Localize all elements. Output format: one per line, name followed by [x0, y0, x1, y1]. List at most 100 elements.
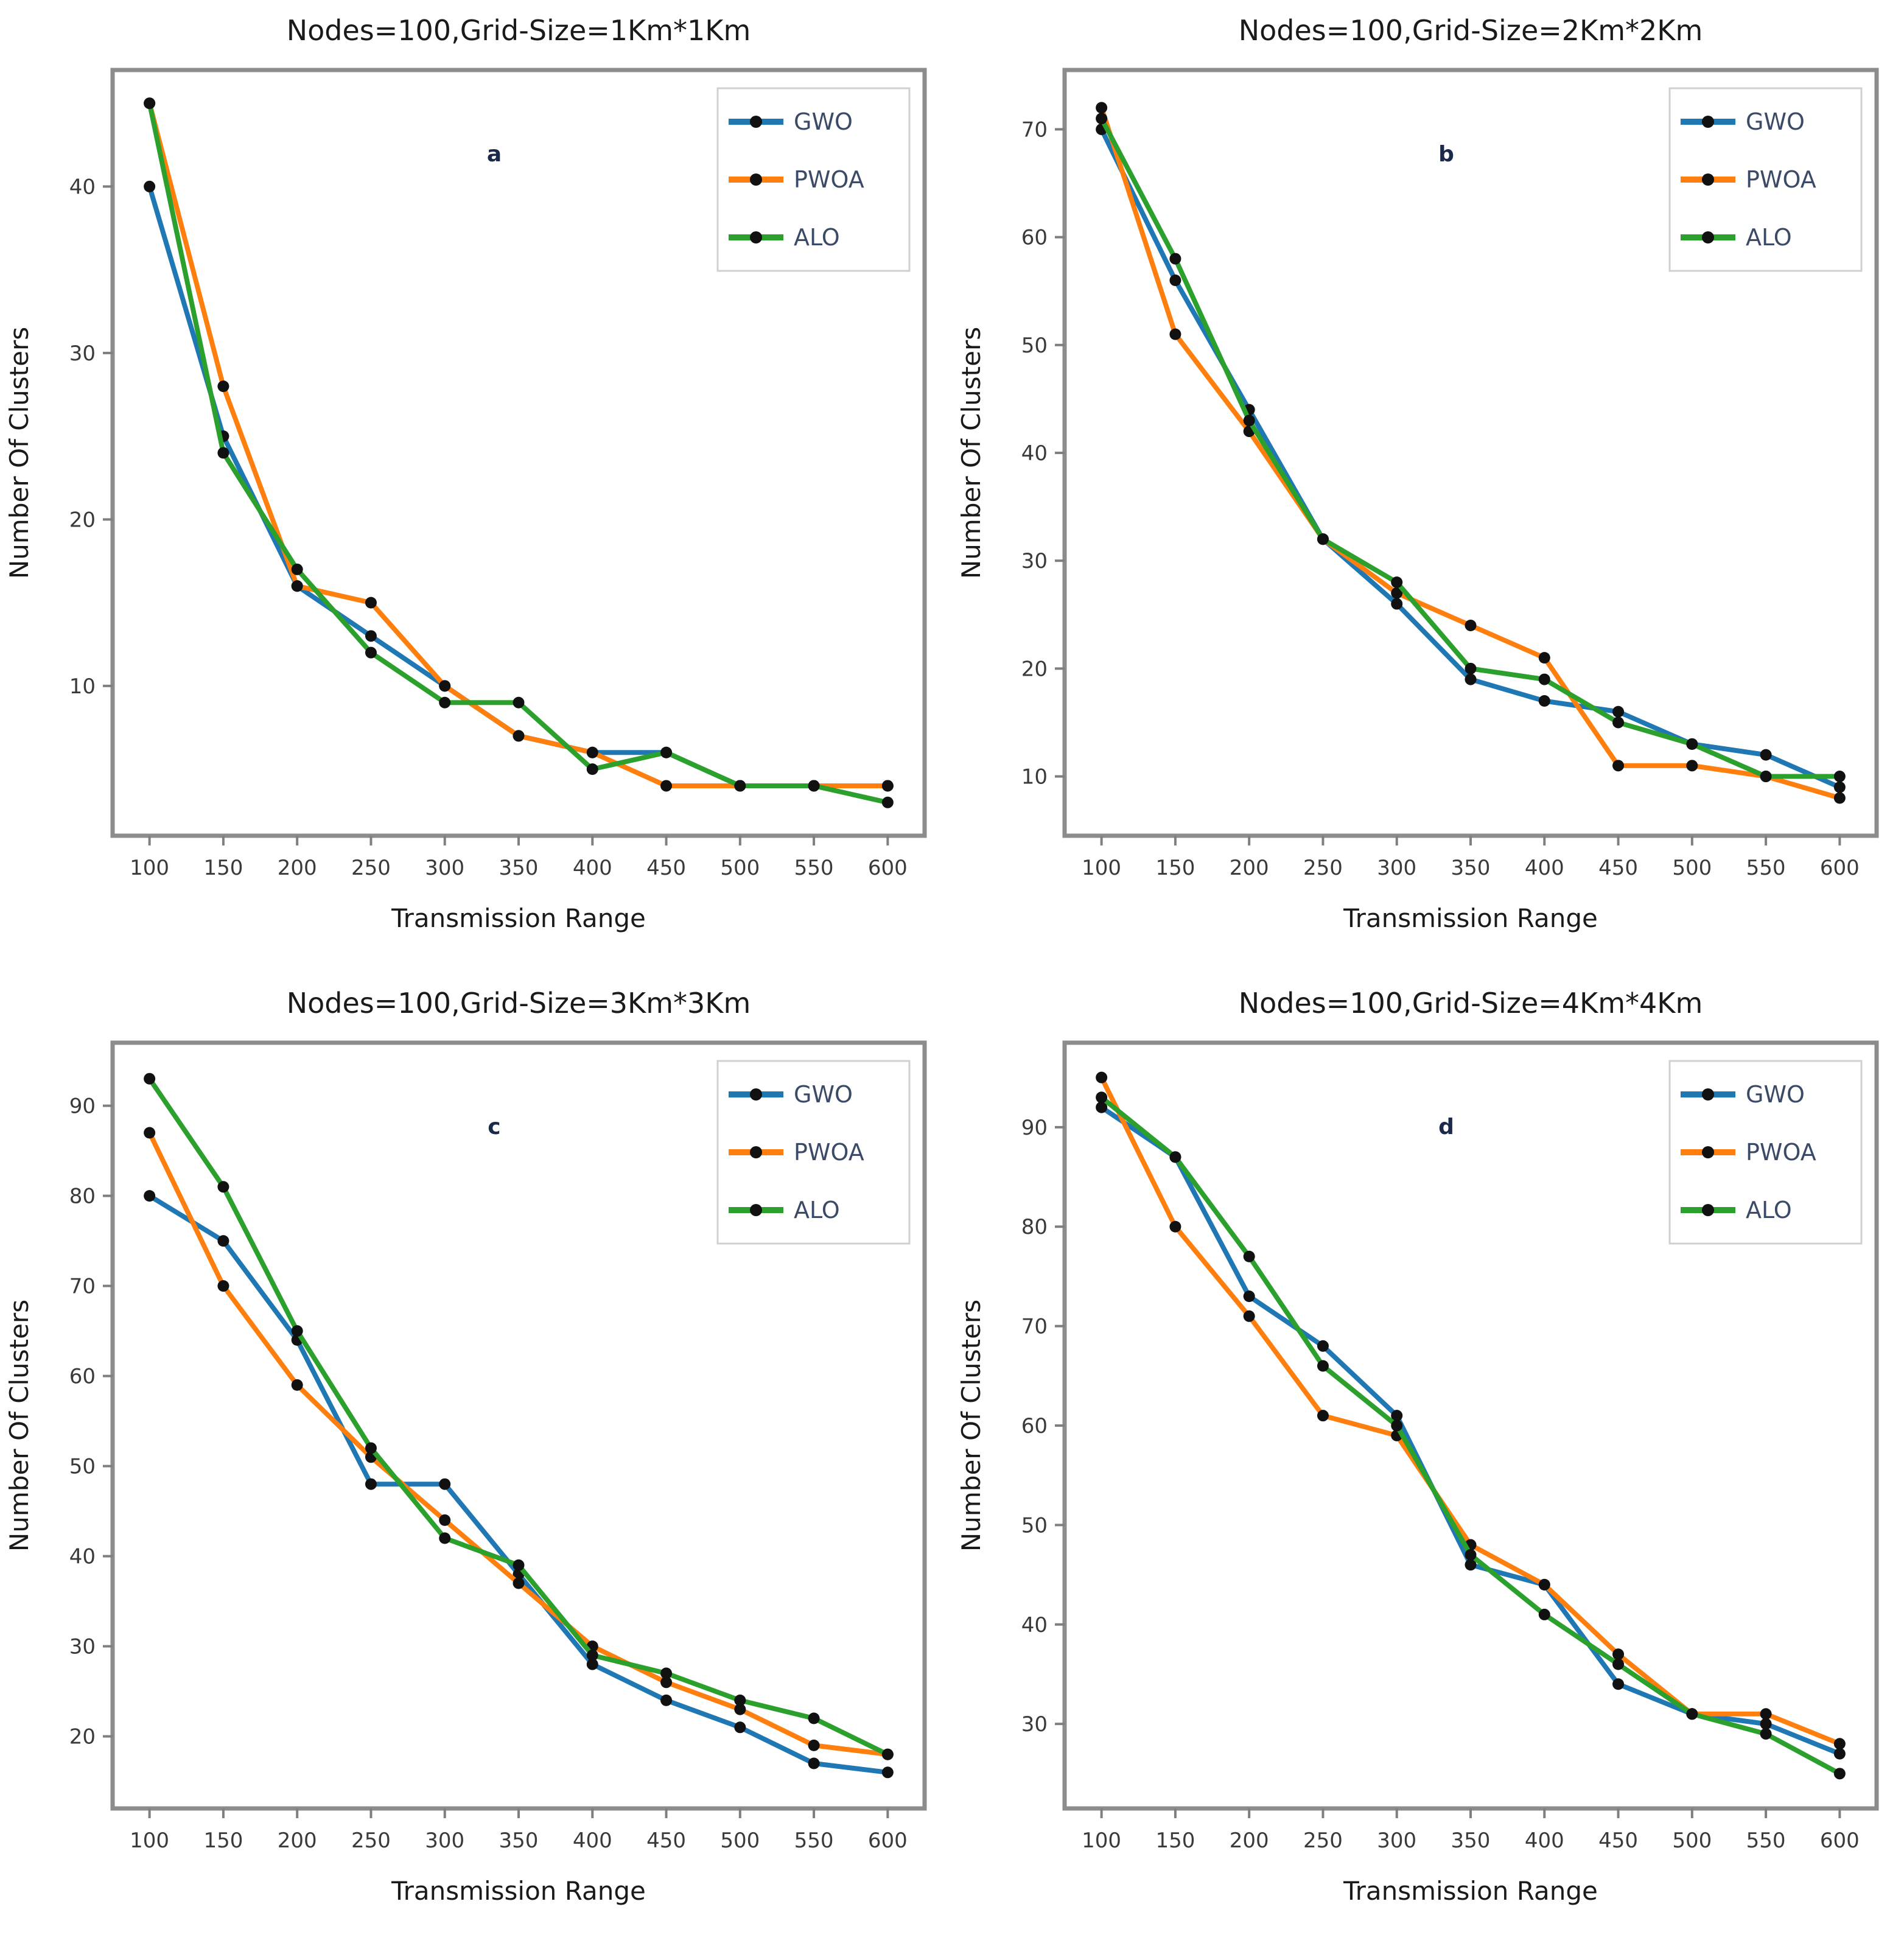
x-tick-label: 350	[499, 856, 539, 880]
legend-label: GWO	[794, 1081, 853, 1108]
y-tick-label: 40	[69, 1545, 96, 1569]
x-tick-label: 400	[573, 856, 612, 880]
legend-entry-pwoa: PWOA	[1681, 1139, 1816, 1166]
legend-entry-alo: ALO	[729, 1197, 840, 1223]
legend-entry-gwo: GWO	[1681, 108, 1805, 135]
panel-letter: b	[1438, 142, 1454, 167]
x-tick-label: 550	[1746, 1829, 1786, 1853]
y-tick-label: 30	[69, 341, 96, 366]
data-point-gwo	[144, 1190, 156, 1202]
legend-marker-dot	[750, 1146, 762, 1158]
x-tick-label: 550	[1746, 856, 1786, 880]
data-point-pwoa	[1833, 792, 1846, 804]
data-point-gwo	[808, 1757, 820, 1769]
data-point-pwoa	[291, 1379, 303, 1391]
data-point-alo	[808, 1712, 820, 1724]
data-point-gwo	[1833, 1748, 1846, 1760]
legend-marker-dot	[1702, 173, 1714, 186]
x-tick-label: 450	[646, 856, 686, 880]
data-point-gwo	[1096, 1101, 1108, 1113]
data-point-alo	[144, 1073, 156, 1085]
x-tick-label: 550	[794, 856, 834, 880]
x-tick-label: 250	[351, 856, 391, 880]
data-point-alo	[1169, 253, 1181, 265]
chart-title: Nodes=100,Grid-Size=3Km*3Km	[287, 987, 751, 1020]
legend-entry-alo: ALO	[729, 224, 840, 251]
data-point-pwoa	[881, 780, 894, 792]
data-point-pwoa	[217, 1280, 229, 1292]
data-point-pwoa	[1096, 102, 1108, 114]
data-point-alo	[1096, 1091, 1108, 1104]
y-tick-label: 60	[1021, 226, 1048, 250]
legend-entry-alo: ALO	[1681, 1197, 1792, 1223]
x-tick-label: 600	[1820, 1829, 1860, 1853]
legend-marker-dot	[1702, 116, 1714, 128]
x-tick-label: 200	[278, 856, 317, 880]
data-point-gwo	[217, 1235, 229, 1247]
panel-letter: d	[1438, 1115, 1454, 1139]
data-point-gwo	[1317, 1340, 1329, 1352]
data-point-alo	[1243, 415, 1255, 427]
data-point-pwoa	[1538, 1578, 1550, 1591]
y-tick-label: 50	[1021, 1513, 1048, 1538]
y-tick-label: 70	[69, 1275, 96, 1299]
data-point-pwoa	[1391, 587, 1403, 599]
y-tick-label: 60	[1021, 1414, 1048, 1438]
chart-title: Nodes=100,Grid-Size=2Km*2Km	[1239, 14, 1703, 47]
data-point-alo	[439, 1532, 451, 1544]
x-tick-label: 150	[1155, 856, 1195, 880]
data-point-alo	[217, 1181, 229, 1193]
x-tick-label: 400	[1525, 1829, 1564, 1853]
x-tick-label: 400	[1525, 856, 1564, 880]
data-point-gwo	[1391, 598, 1403, 610]
x-tick-label: 500	[1672, 1829, 1712, 1853]
data-point-alo	[734, 780, 746, 792]
data-point-alo	[1317, 533, 1329, 545]
y-tick-label: 10	[1021, 765, 1048, 789]
chart-cell-b: 100 150 200 250 300 350 400 450 500 550 600 10 20 30 4…	[952, 0, 1904, 973]
data-point-pwoa	[1760, 1708, 1772, 1720]
y-tick-label: 10	[69, 674, 96, 699]
data-point-pwoa	[513, 1577, 525, 1589]
chart-cell-d: 100 150 200 250 300 350 400 450 500 550 600 30 40 50 6…	[952, 973, 1904, 1946]
data-point-alo	[291, 1325, 303, 1337]
x-axis-label: Transmission Range	[391, 903, 646, 933]
y-tick-label: 50	[69, 1455, 96, 1479]
data-point-pwoa	[1465, 619, 1477, 631]
legend-entry-pwoa: PWOA	[729, 1139, 864, 1166]
y-axis-label: Number Of Clusters	[956, 327, 986, 579]
legend-label: GWO	[1746, 108, 1805, 135]
x-axis-label: Transmission Range	[1343, 903, 1598, 933]
y-tick-label: 80	[1021, 1215, 1048, 1239]
data-point-pwoa	[1243, 1310, 1255, 1322]
x-tick-label: 500	[720, 856, 760, 880]
x-tick-label: 500	[720, 1829, 760, 1853]
legend-entry-pwoa: PWOA	[729, 166, 864, 193]
data-point-alo	[1465, 1549, 1477, 1561]
chart-d: 100 150 200 250 300 350 400 450 500 550 600 30 40 50 6…	[956, 987, 1879, 1906]
data-point-pwoa	[1833, 1738, 1846, 1750]
legend-entry-gwo: GWO	[729, 1081, 853, 1108]
legend-label: ALO	[794, 1197, 840, 1223]
data-point-alo	[808, 780, 820, 792]
legend-label: ALO	[794, 224, 840, 251]
legend-marker-dot	[1702, 1204, 1714, 1216]
data-point-gwo	[1760, 749, 1772, 761]
data-point-pwoa	[660, 780, 673, 792]
legend-label: PWOA	[1746, 166, 1816, 193]
legend-label: ALO	[1746, 1197, 1792, 1223]
data-point-pwoa	[1686, 760, 1698, 772]
data-point-alo	[513, 1559, 525, 1571]
legend-marker-dot	[1702, 231, 1714, 243]
data-point-pwoa	[513, 730, 525, 742]
chart-cell-c: 100 150 200 250 300 350 400 450 500 550 600 20 30 40 5…	[0, 973, 952, 1946]
data-point-alo	[365, 1442, 377, 1454]
x-tick-label: 300	[1377, 1829, 1416, 1853]
data-point-alo	[660, 746, 673, 758]
x-tick-label: 100	[1082, 856, 1121, 880]
chart-c: 100 150 200 250 300 350 400 450 500 550 600 20 30 40 5…	[4, 987, 927, 1906]
x-tick-label: 100	[130, 1829, 169, 1853]
x-tick-label: 350	[1451, 1829, 1491, 1853]
data-point-gwo	[1538, 695, 1550, 707]
legend-label: PWOA	[1746, 1139, 1816, 1166]
